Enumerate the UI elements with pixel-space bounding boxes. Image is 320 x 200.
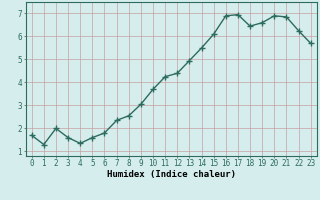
X-axis label: Humidex (Indice chaleur): Humidex (Indice chaleur) bbox=[107, 170, 236, 179]
